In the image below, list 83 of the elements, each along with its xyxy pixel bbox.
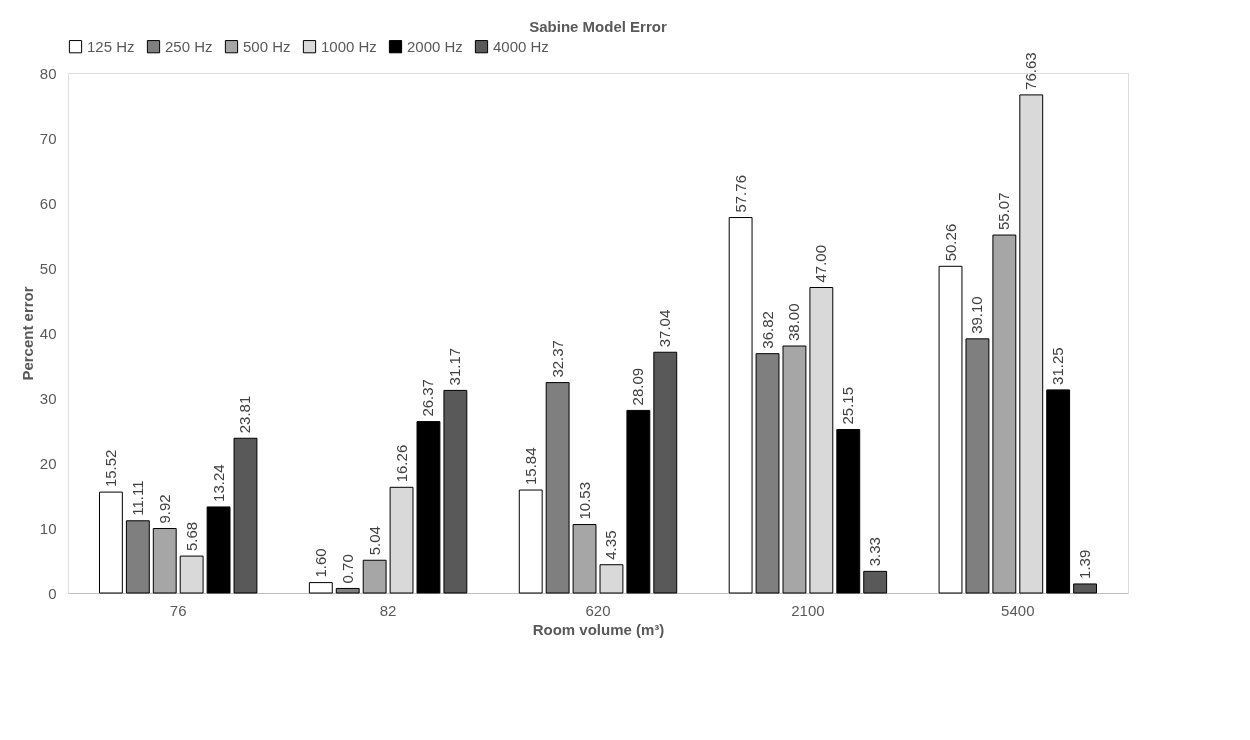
data-label: 4.35 — [602, 530, 620, 560]
y-axis-title: Percent error — [18, 286, 36, 381]
y-tick-label: 60 — [39, 194, 57, 212]
chart-title: Sabine Model Error — [529, 18, 667, 35]
data-label: 57.76 — [731, 175, 749, 213]
bar — [992, 234, 1017, 594]
bar — [809, 287, 834, 594]
data-label: 1.39 — [1076, 549, 1094, 579]
data-label: 32.37 — [548, 340, 566, 378]
legend-label: 125 Hz — [87, 37, 135, 55]
bar — [653, 351, 678, 594]
bar — [443, 389, 468, 594]
data-label: 3.33 — [866, 537, 884, 567]
bar — [233, 437, 258, 594]
x-tick-label: 620 — [585, 601, 611, 619]
x-axis-title: Room volume (m³) — [532, 620, 665, 638]
data-label: 0.70 — [338, 554, 356, 584]
bar — [335, 587, 360, 594]
bar — [755, 353, 780, 594]
data-label: 38.00 — [785, 303, 803, 341]
bar — [1019, 94, 1044, 594]
data-label: 36.82 — [758, 311, 776, 349]
data-label: 25.15 — [839, 386, 857, 425]
bar — [572, 524, 597, 594]
data-label: 5.04 — [365, 526, 383, 556]
legend-label: 500 Hz — [243, 37, 291, 55]
data-label: 11.11 — [128, 480, 146, 516]
y-tick-label: 80 — [39, 64, 57, 82]
bar — [98, 491, 123, 594]
legend-label: 2000 Hz — [407, 37, 463, 55]
bar — [626, 409, 651, 594]
data-label: 39.10 — [968, 296, 986, 334]
data-label: 50.26 — [941, 223, 959, 262]
y-tick-label: 40 — [39, 324, 57, 342]
data-label: 5.68 — [182, 521, 200, 552]
legend-label: 250 Hz — [165, 37, 213, 55]
data-label: 15.52 — [101, 449, 119, 488]
bar — [728, 217, 753, 594]
y-tick-label: 0 — [48, 584, 57, 602]
bar — [152, 528, 177, 594]
bar — [863, 570, 888, 594]
legend-label: 4000 Hz — [493, 37, 549, 55]
bar — [308, 582, 333, 594]
bar — [389, 486, 414, 594]
y-tick-label: 70 — [39, 129, 57, 147]
x-tick-label: 2100 — [791, 601, 825, 619]
data-label: 9.92 — [155, 494, 173, 524]
data-label: 31.25 — [1049, 347, 1067, 385]
data-label: 76.63 — [1022, 52, 1040, 90]
x-tick-label: 76 — [169, 601, 187, 619]
data-label: 1.60 — [311, 548, 329, 578]
data-label: 31.17 — [446, 347, 464, 386]
bar — [782, 345, 807, 594]
bar — [1073, 583, 1098, 594]
legend-label: 1000 Hz — [321, 37, 377, 55]
bar — [1046, 389, 1071, 594]
data-label: 10.53 — [575, 482, 593, 520]
data-label: 28.09 — [629, 367, 647, 406]
y-tick-label: 30 — [39, 389, 57, 407]
x-tick-label: 82 — [379, 601, 397, 619]
bar — [179, 555, 204, 594]
x-tick-label: 5400 — [1001, 601, 1035, 619]
y-tick-label: 20 — [39, 454, 57, 472]
bar — [125, 520, 150, 594]
data-label: 13.24 — [209, 464, 227, 502]
bar — [362, 559, 387, 594]
bar — [545, 382, 570, 594]
data-label: 47.00 — [812, 244, 830, 283]
data-label: 37.04 — [656, 309, 674, 348]
bar — [416, 421, 441, 594]
bar — [518, 489, 543, 594]
bar — [206, 506, 231, 594]
data-label: 23.81 — [236, 395, 254, 434]
data-label: 16.26 — [392, 444, 410, 483]
bar — [836, 429, 861, 594]
data-label: 15.84 — [521, 447, 539, 486]
data-label: 55.07 — [995, 192, 1013, 231]
bar — [938, 265, 963, 594]
y-tick-label: 50 — [39, 259, 57, 277]
data-label: 26.37 — [419, 379, 437, 417]
y-tick-label: 10 — [39, 519, 57, 537]
bar — [965, 338, 990, 594]
bar — [599, 564, 624, 594]
